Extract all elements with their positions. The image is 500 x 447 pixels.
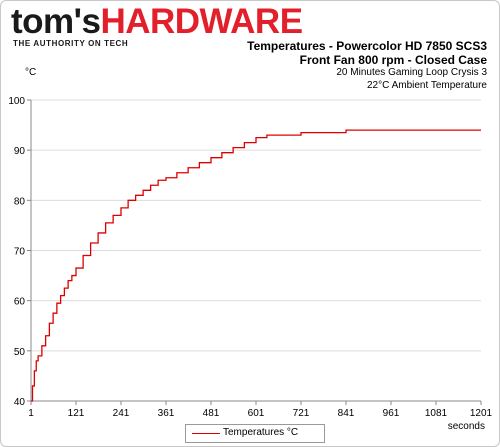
x-tick-label: 361 bbox=[158, 408, 175, 419]
x-tick-label: 241 bbox=[113, 408, 130, 419]
chart-subtitle-2: 20 Minutes Gaming Loop Crysis 3 bbox=[336, 67, 487, 78]
site-logo[interactable]: tom'sHARDWARE bbox=[11, 3, 303, 41]
y-axis-label: °C bbox=[25, 67, 37, 78]
x-tick-label: 841 bbox=[338, 408, 355, 419]
y-tick-label: 60 bbox=[14, 297, 26, 308]
x-tick-label: 481 bbox=[203, 408, 220, 419]
chart-subtitle-3: 22°C Ambient Temperature bbox=[367, 80, 487, 91]
y-tick-label: 40 bbox=[14, 397, 26, 408]
x-tick-label: 721 bbox=[293, 408, 310, 419]
y-tick-label: 50 bbox=[14, 347, 26, 358]
logo-hardware-text: HARDWARE bbox=[100, 2, 303, 41]
x-tick-label: 1201 bbox=[470, 408, 493, 419]
y-tick-label: 100 bbox=[8, 96, 25, 107]
series-line-0 bbox=[31, 129, 481, 402]
x-tick-label: 961 bbox=[383, 408, 400, 419]
chart-subtitle-1: Front Fan 800 rpm - Closed Case bbox=[299, 53, 487, 67]
logo-toms-text: tom's bbox=[11, 2, 101, 41]
legend: Temperatures °C bbox=[185, 424, 325, 443]
chart-title: Temperatures - Powercolor HD 7850 SCS3 bbox=[247, 39, 487, 53]
y-tick-label: 80 bbox=[14, 196, 26, 207]
logo-tagline: THE AUTHORITY ON TECH bbox=[13, 39, 129, 48]
x-tick-label: 121 bbox=[68, 408, 85, 419]
legend-swatch bbox=[192, 433, 220, 434]
y-tick-label: 90 bbox=[14, 146, 26, 157]
y-tick-label: 70 bbox=[14, 247, 26, 258]
x-tick-label: 1081 bbox=[425, 408, 448, 419]
x-axis-label: seconds bbox=[447, 421, 485, 432]
x-tick-label: 1 bbox=[28, 408, 34, 419]
legend-label: Temperatures °C bbox=[223, 427, 299, 438]
x-tick-label: 601 bbox=[248, 408, 265, 419]
